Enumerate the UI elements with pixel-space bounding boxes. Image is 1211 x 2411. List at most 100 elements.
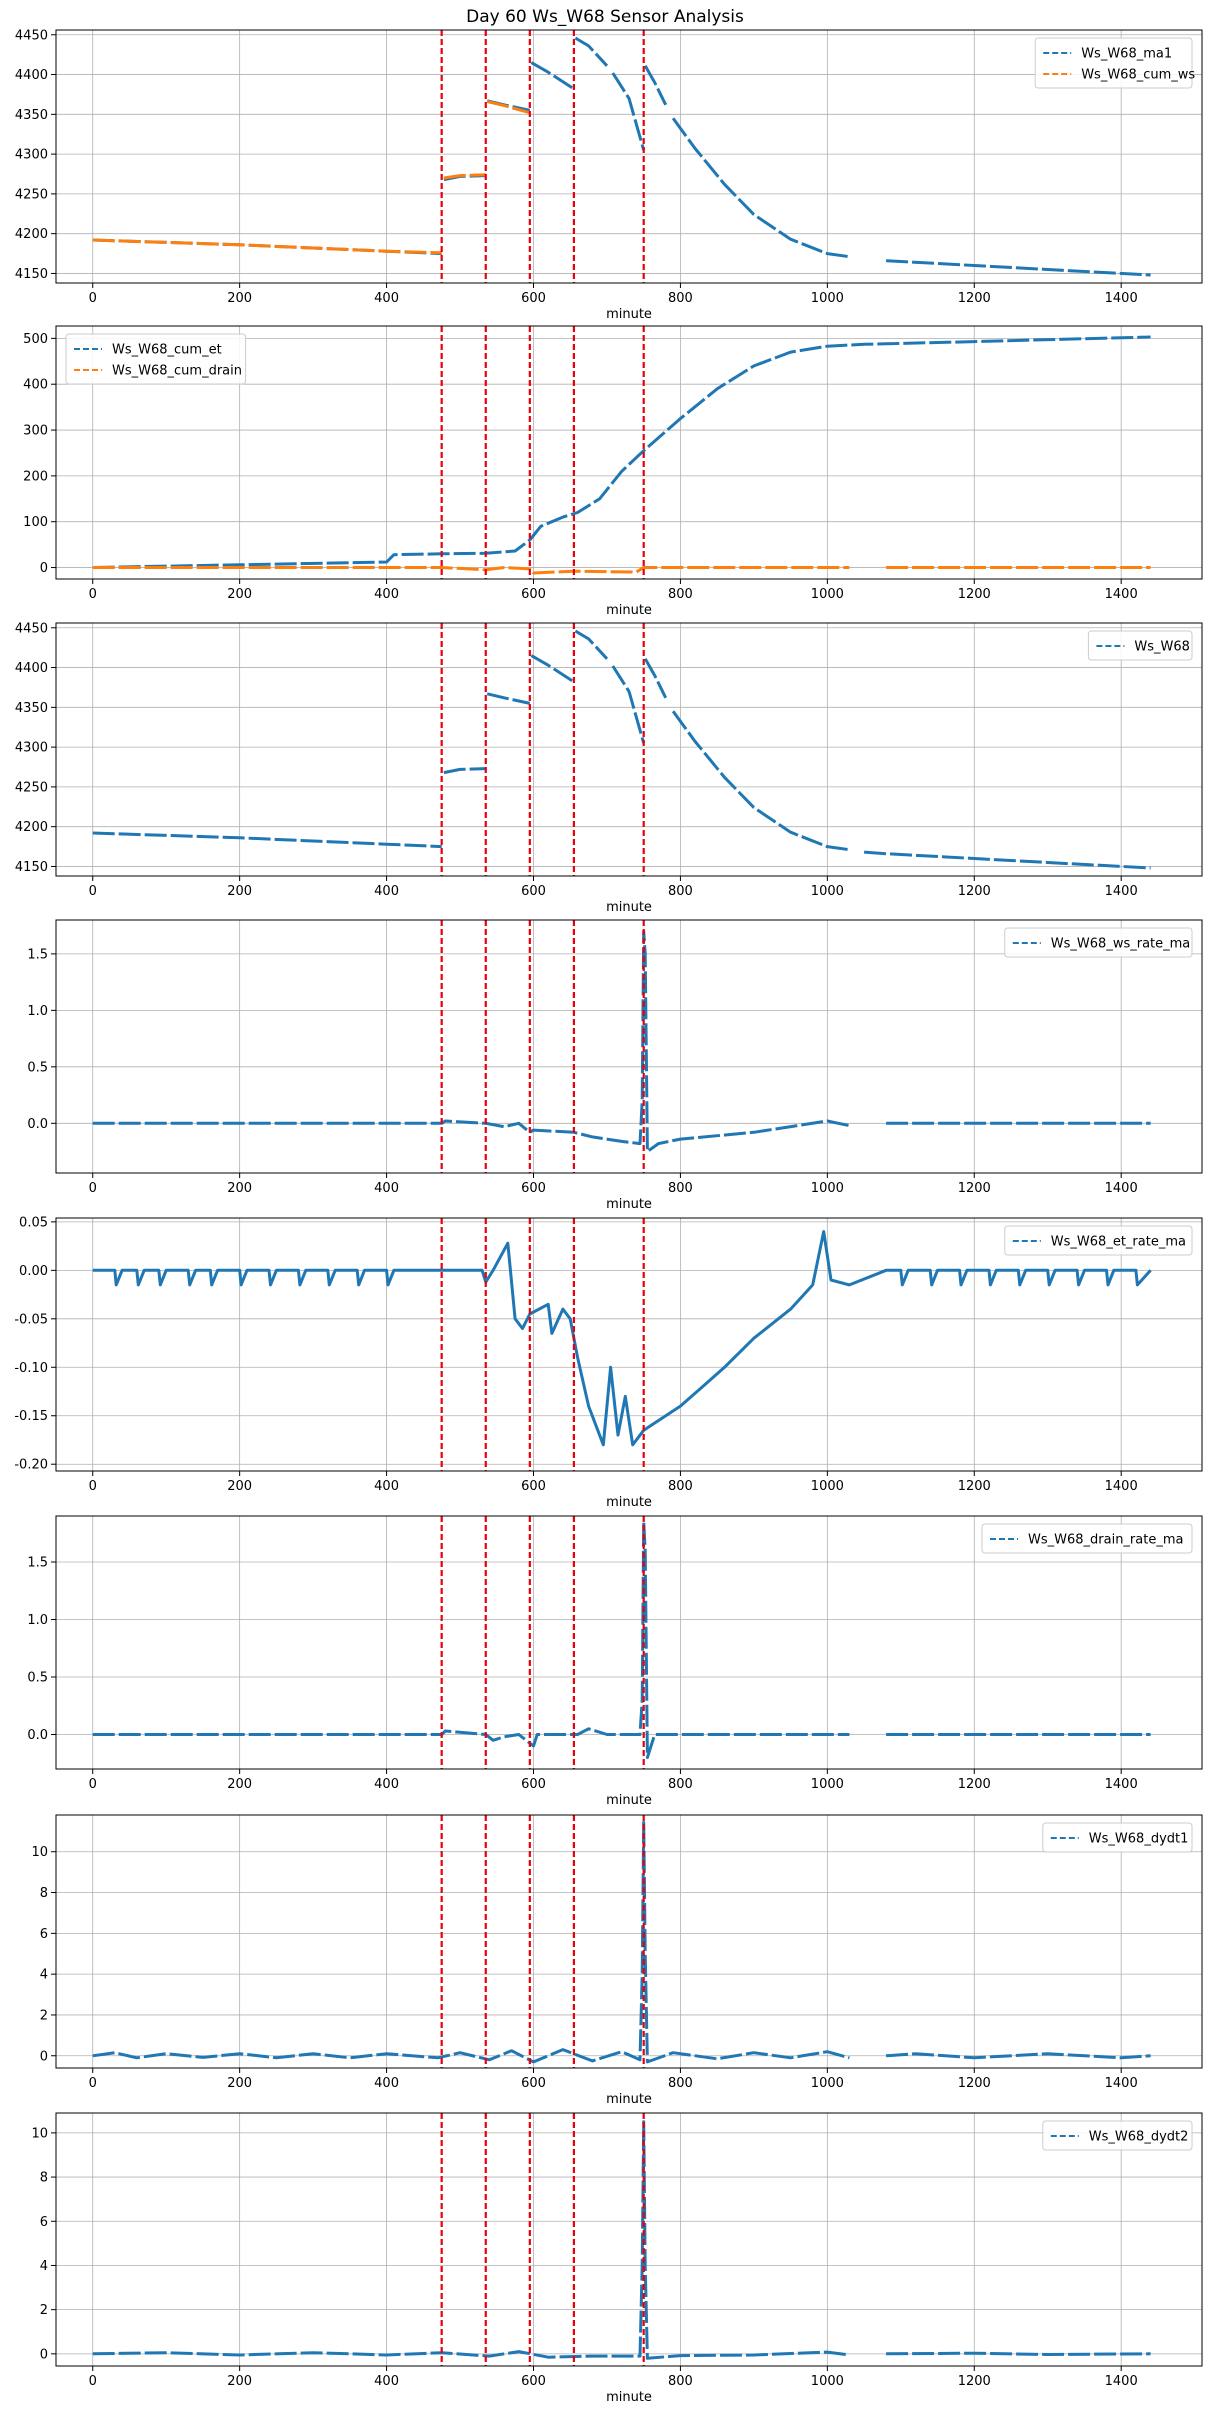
x-tick-label: 0 (89, 587, 97, 602)
y-tick-label: 1.5 (27, 947, 48, 962)
series-line-Ws_W68 (611, 665, 646, 744)
x-axis-label: minute (606, 307, 652, 322)
series-line-Ws_W68_cum_ws (92, 238, 442, 255)
x-tick-label: 200 (227, 2076, 252, 2091)
legend-label: Ws_W68_ws_rate_ma (1051, 937, 1190, 952)
x-tick-label: 0 (89, 291, 97, 306)
x-tick-label: 1400 (1105, 1181, 1138, 1196)
series-line-Ws_W68 (443, 767, 486, 775)
series-group (92, 2120, 1151, 2360)
chart-panel-1: 0 200 400 600 800 1000 1200 1400 4150 4200 4250 430… (15, 28, 1203, 322)
series-line-Ws_W68 (574, 629, 609, 660)
x-tick-label: 400 (374, 884, 399, 899)
legend: Ws_W68_drain_rate_ma (981, 1523, 1193, 1554)
chart-panel-2: 0 200 400 600 800 1000 1200 1400 0 100 200 300 400 50… (23, 325, 1203, 618)
x-tick-label: 400 (374, 587, 399, 602)
y-tick-label: 4150 (15, 860, 48, 875)
series-group (92, 335, 1151, 575)
x-tick-label: 0 (89, 1181, 97, 1196)
y-tick-label: 1.0 (27, 1613, 48, 1628)
y-tick-label: -0.15 (14, 1409, 48, 1424)
x-tick-label: 1400 (1105, 2076, 1138, 2091)
y-tick-label: 500 (23, 332, 48, 347)
x-tick-label: 600 (521, 2076, 546, 2091)
x-tick-label: 1200 (958, 1479, 991, 1494)
x-tick-label: 1200 (958, 1777, 991, 1792)
x-tick-label: 200 (227, 291, 252, 306)
x-tick-label: 1200 (958, 1181, 991, 1196)
y-tick-label: 0.5 (27, 1671, 48, 1686)
y-tick-label: 8 (40, 1886, 48, 1901)
x-tick-label: 1200 (958, 884, 991, 899)
x-tick-label: 800 (668, 884, 693, 899)
series-line-Ws_W68 (530, 654, 575, 684)
y-tick-label: 4350 (15, 701, 48, 716)
axes-frame (55, 29, 1203, 284)
y-tick-label: 10 (31, 2126, 48, 2141)
series-group (92, 36, 1151, 277)
axes-frame (55, 2112, 1203, 2367)
x-tick-label: 200 (227, 1181, 252, 1196)
series-line-Ws_W68_dydt2 (92, 2120, 850, 2360)
series-line-Ws_W68_ma1 (671, 117, 850, 259)
y-tick-label: 6 (40, 2215, 48, 2230)
x-tick-label: 600 (521, 1777, 546, 1792)
y-tick-label: 4150 (15, 267, 48, 282)
x-tick-label: 0 (89, 2076, 97, 2091)
axes-frame (55, 622, 1203, 877)
y-tick-label: 0.05 (19, 1215, 48, 1230)
y-tick-label: 4300 (15, 741, 48, 756)
x-tick-label: 400 (374, 1777, 399, 1792)
series-group (92, 629, 1151, 870)
series-line-Ws_W68_cum_drain (92, 566, 850, 575)
series-line-Ws_W68_drain_rate_ma (92, 1520, 850, 1759)
y-tick-label: 8 (40, 2171, 48, 2186)
x-tick-label: 400 (374, 1479, 399, 1494)
x-tick-label: 600 (521, 291, 546, 306)
series-line-Ws_W68_ws_rate_ma (92, 929, 850, 1153)
series-line-Ws_W68_cum_ws (486, 100, 531, 115)
legend-label: Ws_W68_ma1 (1081, 47, 1172, 62)
x-tick-label: 200 (227, 587, 252, 602)
y-tick-label: 0.0 (27, 1117, 48, 1132)
y-tick-label: 4 (40, 2259, 48, 2274)
legend-label: Ws_W68_dydt2 (1089, 2130, 1189, 2145)
series-group (92, 1230, 1152, 1447)
legend-label: Ws_W68_cum_et (112, 343, 222, 358)
x-axis-label: minute (606, 1197, 652, 1212)
x-tick-label: 1200 (958, 587, 991, 602)
x-tick-label: 800 (668, 2076, 693, 2091)
chart-panel-5: 0 200 400 600 800 1000 1200 1400 -0.20 -0.15 -0.10… (14, 1215, 1203, 1510)
x-axis-label: minute (606, 2390, 652, 2405)
y-tick-label: 4200 (15, 820, 48, 835)
x-axis-label: minute (606, 1495, 652, 1510)
x-tick-label: 200 (227, 884, 252, 899)
legend: Ws_W68_dydt2 (1042, 2120, 1193, 2151)
x-tick-label: 1200 (958, 291, 991, 306)
x-tick-label: 800 (668, 1479, 693, 1494)
chart-panel-4: 0 200 400 600 800 1000 1200 1400 0.0 0.5 1.0 1.5 min… (27, 919, 1203, 1212)
y-tick-label: 4350 (15, 108, 48, 123)
legend-frame (981, 1523, 1193, 1554)
legend-label: Ws_W68_cum_ws (1081, 68, 1195, 83)
x-tick-label: 600 (521, 1479, 546, 1494)
x-tick-label: 800 (668, 587, 693, 602)
chart-panel-3: 0 200 400 600 800 1000 1200 1400 4150 4200 4250 430… (15, 621, 1203, 915)
series-line-Ws_W68_dydt1 (885, 2052, 1151, 2060)
y-tick-label: 4400 (15, 661, 48, 676)
legend-label: Ws_W68_cum_drain (112, 364, 242, 379)
x-tick-label: 1000 (811, 587, 844, 602)
x-axis-label: minute (606, 900, 652, 915)
axes-frame (55, 1515, 1203, 1770)
figure-title: Day 60 Ws_W68 Sensor Analysis (466, 7, 744, 27)
y-tick-label: 100 (23, 515, 48, 530)
legend-frame (1042, 1822, 1193, 1853)
legend: Ws_W68_cum_et Ws_W68_cum_drain (65, 333, 247, 385)
axes-frame (55, 1217, 1203, 1472)
series-line-Ws_W68_cum_ws (443, 173, 486, 180)
y-tick-label: 200 (23, 469, 48, 484)
x-tick-label: 1400 (1105, 1777, 1138, 1792)
series-line-Ws_W68 (643, 658, 668, 699)
x-tick-label: 400 (374, 291, 399, 306)
y-tick-label: 0 (40, 2347, 48, 2362)
